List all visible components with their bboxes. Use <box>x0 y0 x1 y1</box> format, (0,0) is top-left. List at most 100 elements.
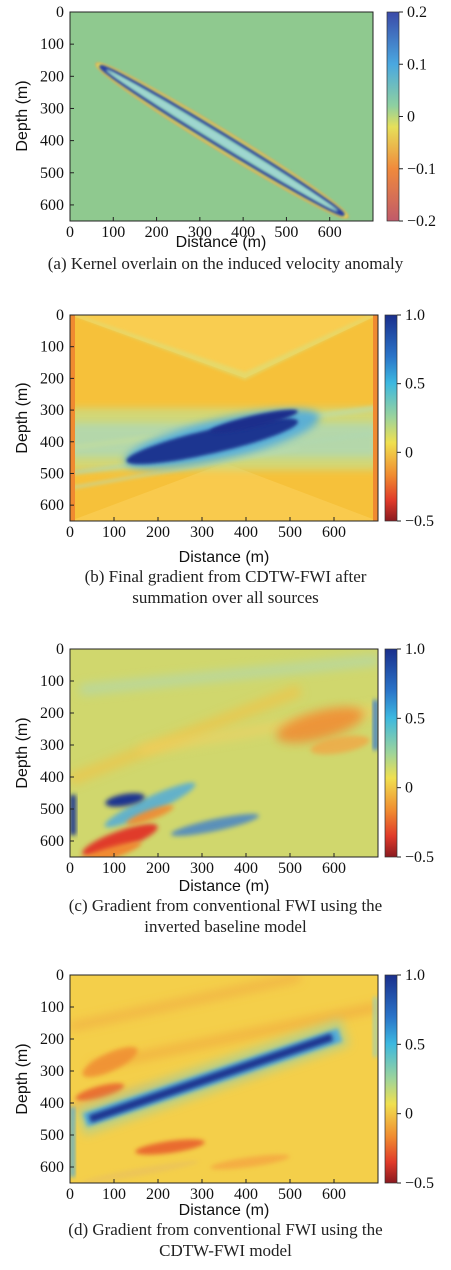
y-tick-label-a: 400 <box>40 133 64 150</box>
x-tick-label-a: 100 <box>101 224 125 241</box>
y-tick-label-c: 600 <box>40 833 64 850</box>
x-tick-label-a: 200 <box>145 224 169 241</box>
y-tick-label-b: 600 <box>40 497 64 514</box>
colorbar-b <box>384 314 398 522</box>
colorbar-tick-label-c: 0 <box>405 780 413 797</box>
x-tick-label-d: 300 <box>190 1186 214 1203</box>
x-tick-label-b: 0 <box>66 524 74 541</box>
heatmap-b: 0 100 200 300 400 500 60001002003004005006001.… <box>14 307 434 566</box>
colorbar-tick-label-b: 0 <box>405 444 413 461</box>
panel-c: 0 100 200 300 400 500 600 0 100 200 300 400 500 600 1.… <box>0 630 451 957</box>
y-tick-label-d: 200 <box>40 1031 64 1048</box>
y-tick-label-b: 100 <box>40 339 64 356</box>
colorbar-tick-label-a: −0.1 <box>407 161 436 178</box>
y-tick-label-d: 300 <box>40 1063 64 1080</box>
x-tick-label-c: 600 <box>322 860 346 877</box>
field-b <box>70 315 378 521</box>
caption-b: (b) Final gradient from CDTW-FWI after s… <box>0 566 451 608</box>
x-tick-label-d: 0 <box>66 1186 74 1203</box>
x-tick-label-c: 200 <box>146 860 170 877</box>
y-tick-label-a: 600 <box>40 197 64 214</box>
y-tick-label-a: 100 <box>40 36 64 53</box>
caption-c-line-1: (c) Gradient from conventional FWI using… <box>68 896 383 915</box>
y-tick-label-c: 0 <box>56 641 64 658</box>
panel-d: 0 100 200 300 400 500 600 0 100 200 300 400 500 600 1.… <box>0 957 451 1270</box>
xlabel-a: Distance (m) <box>176 234 267 251</box>
caption-b-line-1: (b) Final gradient from CDTW-FWI after <box>84 567 367 586</box>
caption-c-line-2: inverted baseline model <box>144 917 307 936</box>
y-tick-label-d: 0 <box>56 967 64 984</box>
x-tick-label-b: 300 <box>190 524 214 541</box>
colorbar-d <box>384 974 398 1184</box>
y-tick-label-a: 500 <box>40 165 64 182</box>
ylabel-a: Depth (m) <box>14 80 31 151</box>
colorbar-c <box>384 648 398 858</box>
colorbar-tick-label-a: −0.2 <box>407 213 436 230</box>
colorbar-tick-label-c: 0.5 <box>405 710 425 727</box>
colorbar-tick-label-b: 1.0 <box>405 307 425 324</box>
y-tick-label-d: 600 <box>40 1159 64 1176</box>
x-tick-label-a: 600 <box>318 224 342 241</box>
x-tick-label-b: 100 <box>102 524 126 541</box>
heatmap-d: 0 100 200 300 400 500 60001002003004005006001.… <box>14 967 434 1219</box>
caption-c: (c) Gradient from conventional FWI using… <box>0 895 451 937</box>
field-c <box>70 649 378 857</box>
y-tick-label-b: 200 <box>40 370 64 387</box>
caption-a-line: (a) Kernel overlain on the induced veloc… <box>47 254 404 273</box>
x-tick-label-b: 200 <box>146 524 170 541</box>
x-tick-label-c: 300 <box>190 860 214 877</box>
y-tick-label-d: 400 <box>40 1095 64 1112</box>
colorbar-tick-label-d: 0 <box>405 1106 413 1123</box>
y-tick-label-c: 300 <box>40 737 64 754</box>
y-tick-label-b: 400 <box>40 434 64 451</box>
y-tick-label-b: 0 <box>56 307 64 324</box>
x-tick-label-c: 400 <box>234 860 258 877</box>
x-tick-label-d: 400 <box>234 1186 258 1203</box>
x-tick-label-c: 100 <box>102 860 126 877</box>
ylabel-c: Depth (m) <box>14 717 31 788</box>
x-tick-label-a: 300 <box>188 224 212 241</box>
ylabel-d: Depth (m) <box>14 1043 31 1114</box>
field-a <box>95 62 349 219</box>
x-tick-label-d: 100 <box>102 1186 126 1203</box>
y-tick-label-b: 300 <box>40 402 64 419</box>
colorbar-tick-label-d: 1.0 <box>405 967 425 984</box>
caption-b-line-2: summation over all sources <box>132 588 319 607</box>
y-tick-label-a: 0 <box>56 4 64 21</box>
y-tick-label-c: 100 <box>40 673 64 690</box>
xlabel-c: Distance (m) <box>179 878 270 895</box>
xlabel-b: Distance (m) <box>179 549 270 566</box>
y-tick-label-c: 400 <box>40 769 64 786</box>
caption-a: (a) Kernel overlain on the induced veloc… <box>0 253 451 274</box>
gradient-anomaly-b <box>126 418 299 465</box>
caption-d: (d) Gradient from conventional FWI using… <box>0 1219 451 1261</box>
caption-d-line-1: (d) Gradient from conventional FWI using… <box>68 1220 383 1239</box>
y-tick-label-c: 200 <box>40 705 64 722</box>
y-tick-label-a: 300 <box>40 100 64 117</box>
x-tick-label-c: 500 <box>278 860 302 877</box>
x-tick-label-d: 600 <box>322 1186 346 1203</box>
y-tick-label-a: 200 <box>40 68 64 85</box>
colorbar-tick-label-a: 0.1 <box>407 56 427 73</box>
x-tick-label-d: 200 <box>146 1186 170 1203</box>
heatmap-c: 0 100 200 300 400 500 600 0 100 200 300 400 500 600 1.… <box>14 641 434 895</box>
colorbar-a <box>386 11 400 222</box>
caption-d-line-2: CDTW-FWI model <box>159 1241 292 1260</box>
x-tick-label-b: 400 <box>234 524 258 541</box>
ylabel-b: Depth (m) <box>14 382 31 453</box>
xlabel-d: Distance (m) <box>179 1202 270 1219</box>
x-tick-label-a: 0 <box>66 224 74 241</box>
colorbar-tick-label-d: −0.5 <box>405 1175 434 1192</box>
colorbar-tick-label-a: 0.2 <box>407 4 427 21</box>
colorbar-tick-label-c: −0.5 <box>405 849 434 866</box>
y-tick-label-d: 500 <box>40 1127 64 1144</box>
y-tick-label-c: 500 <box>40 801 64 818</box>
heatmap-a: 0 100 200 300 400 500 60001002003004005006000.… <box>14 4 436 251</box>
plot-area-a <box>70 12 373 221</box>
colorbar-tick-label-c: 1.0 <box>405 641 425 658</box>
y-tick-label-d: 100 <box>40 999 64 1016</box>
panel-a: 0 100 200 300 400 500 600 0 100 200 300 400 500 600 0.… <box>0 0 451 295</box>
x-tick-label-a: 400 <box>231 224 255 241</box>
gradient-anomaly-d <box>88 1033 334 1123</box>
kernel-ellipse <box>95 62 349 219</box>
